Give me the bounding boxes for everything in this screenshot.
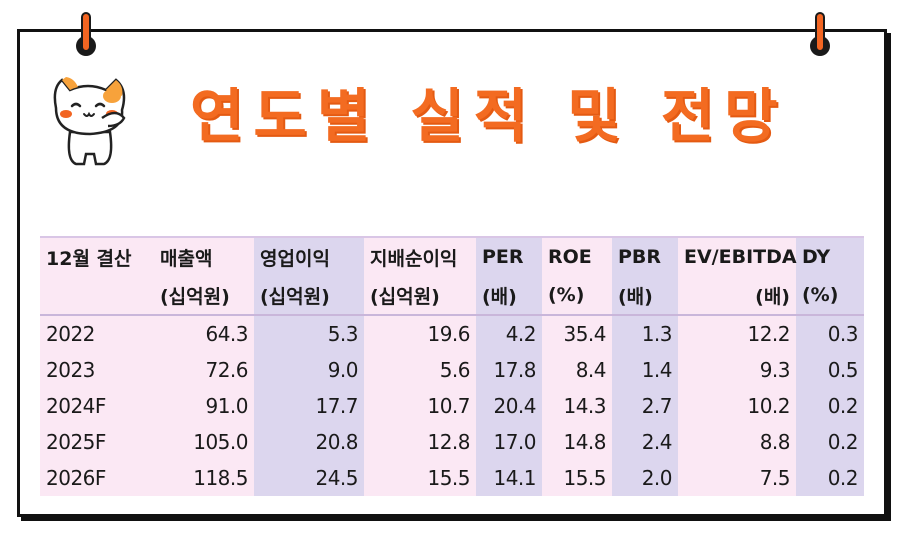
cell-roe: 35.4 [542,315,612,352]
cell-ev-ebitda: 8.8 [678,424,796,460]
cell-revenue: 91.0 [154,388,254,424]
table-header-unit-row: (십억원) (십억원) (십억원) (배) (%) (배) (배) (%) [40,276,864,316]
unit-ev-ebitda: (배) [678,276,796,316]
cell-per: 17.8 [476,352,542,388]
cell-dy: 0.2 [796,424,864,460]
cell-ev-ebitda: 10.2 [678,388,796,424]
table-row: 2022 64.3 5.3 19.6 4.2 35.4 1.3 12.2 0.3 [40,315,864,352]
col-header-ev-ebitda: EV/EBITDA [678,236,797,276]
col-header-year: 12월 결산 [40,236,154,276]
cell-net-income: 5.6 [364,352,476,388]
table-row: 2025F 105.0 20.8 12.8 17.0 14.8 2.4 8.8 … [40,424,864,460]
unit-operating-profit: (십억원) [254,276,364,316]
cell-pbr: 2.7 [612,388,678,424]
cell-per: 17.0 [476,424,542,460]
col-header-net-income: 지배순이익 [364,236,476,276]
cell-ev-ebitda: 9.3 [678,352,796,388]
cell-net-income: 10.7 [364,388,476,424]
cell-revenue: 118.5 [154,460,254,496]
unit-year [40,276,154,316]
cell-net-income: 19.6 [364,315,476,352]
cell-revenue: 105.0 [154,424,254,460]
cell-per: 14.1 [476,460,542,496]
unit-pbr: (배) [612,276,678,316]
cell-roe: 14.8 [542,424,612,460]
pushpin-icon [810,12,830,56]
cell-year: 2023 [40,352,154,388]
cell-operating-profit: 9.0 [254,352,364,388]
unit-revenue: (십억원) [154,276,254,316]
col-header-per: PER [476,236,542,276]
table-row: 2026F 118.5 24.5 15.5 14.1 15.5 2.0 7.5 … [40,460,864,496]
cell-revenue: 64.3 [154,315,254,352]
cell-dy: 0.2 [796,388,864,424]
cell-revenue: 72.6 [154,352,254,388]
cell-per: 20.4 [476,388,542,424]
col-header-revenue: 매출액 [154,236,254,276]
cell-year: 2025F [40,424,154,460]
cell-operating-profit: 5.3 [254,315,364,352]
cell-roe: 8.4 [542,352,612,388]
cell-net-income: 12.8 [364,424,476,460]
unit-roe: (%) [542,276,612,316]
cell-roe: 14.3 [542,388,612,424]
cell-ev-ebitda: 12.2 [678,315,796,352]
col-header-pbr: PBR [612,236,678,276]
cell-roe: 15.5 [542,460,612,496]
cell-dy: 0.3 [796,315,864,352]
col-header-operating-profit: 영업이익 [254,236,364,276]
table-header-row: 12월 결산 매출액 영업이익 지배순이익 PER ROE PBR EV/EBI… [40,236,864,276]
cell-year: 2026F [40,460,154,496]
unit-dy: (%) [796,276,864,316]
pushpin-icon [76,12,96,56]
cell-operating-profit: 17.7 [254,388,364,424]
cell-pbr: 1.4 [612,352,678,388]
cell-year: 2024F [40,388,154,424]
cell-dy: 0.2 [796,460,864,496]
col-header-dy: DY [796,236,864,276]
cell-year: 2022 [40,315,154,352]
cell-pbr: 2.0 [612,460,678,496]
cell-operating-profit: 20.8 [254,424,364,460]
cell-ev-ebitda: 7.5 [678,460,796,496]
table-row: 2024F 91.0 17.7 10.7 20.4 14.3 2.7 10.2 … [40,388,864,424]
cell-net-income: 15.5 [364,460,476,496]
financial-table: 12월 결산 매출액 영업이익 지배순이익 PER ROE PBR EV/EBI… [40,236,864,496]
cell-pbr: 1.3 [612,315,678,352]
cell-operating-profit: 24.5 [254,460,364,496]
page-title: 연도별 실적 및 전망 [190,82,788,150]
cell-pbr: 2.4 [612,424,678,460]
table-row: 2023 72.6 9.0 5.6 17.8 8.4 1.4 9.3 0.5 [40,352,864,388]
unit-per: (배) [476,276,542,316]
col-header-roe: ROE [542,236,612,276]
cell-per: 4.2 [476,315,542,352]
unit-net-income: (십억원) [364,276,476,316]
cat-mascot-icon [53,77,126,166]
cell-dy: 0.5 [796,352,864,388]
